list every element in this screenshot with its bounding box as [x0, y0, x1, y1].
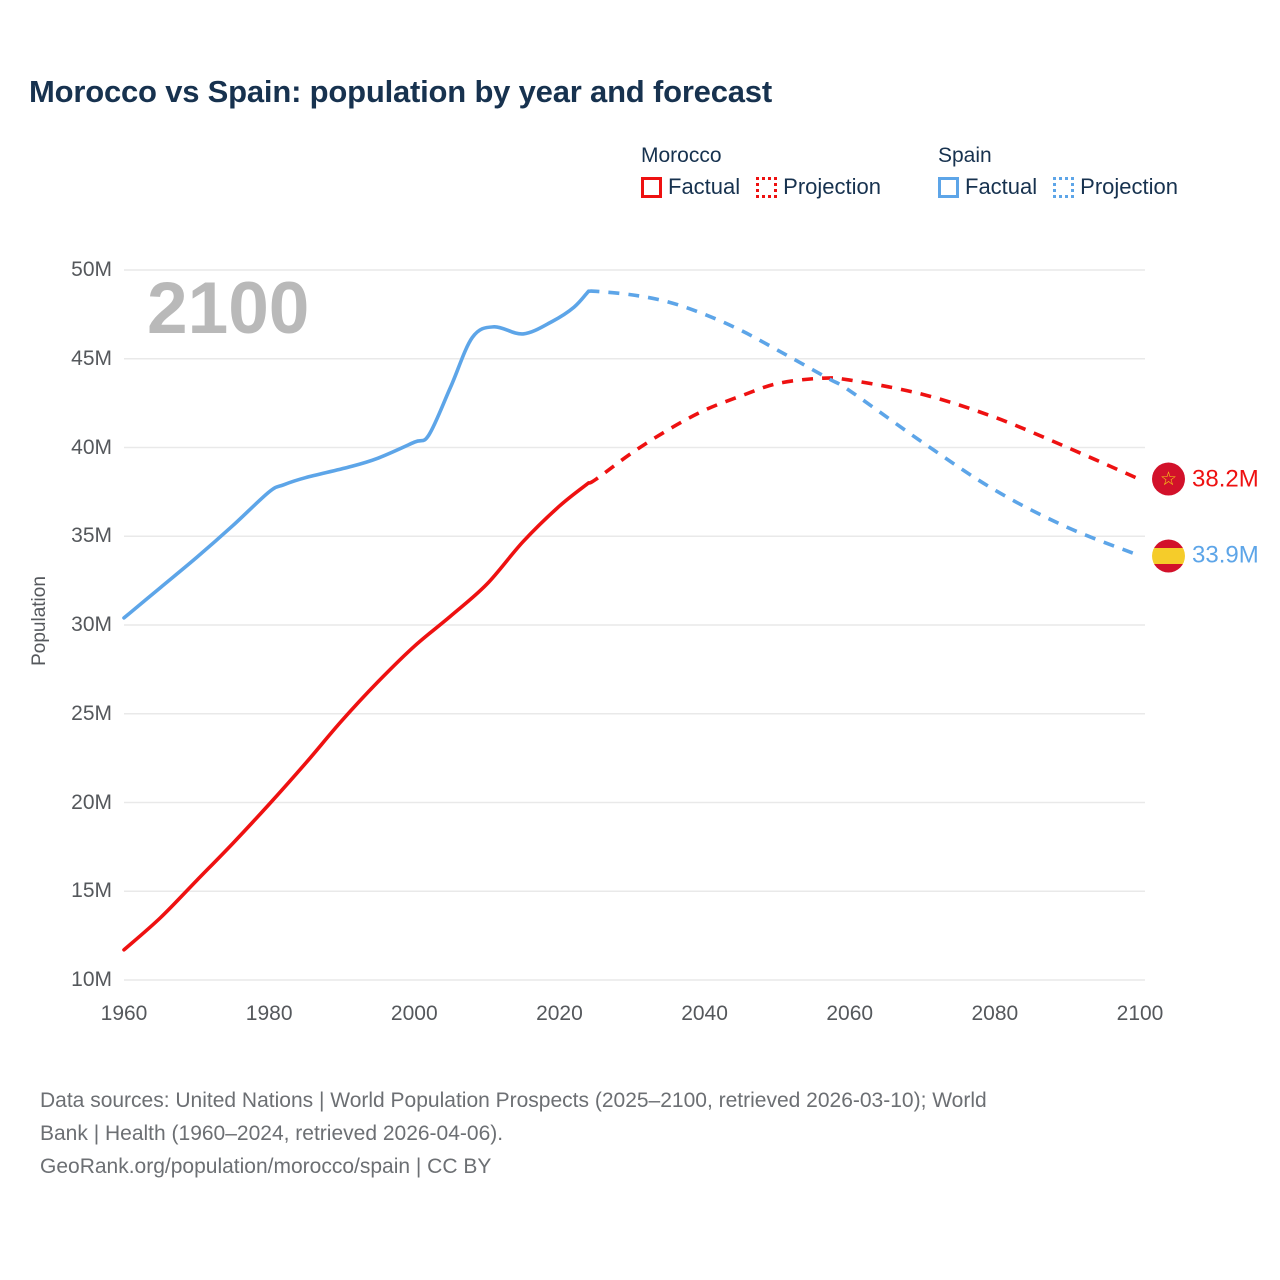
legend-label-spain-factual: Factual — [965, 174, 1038, 199]
legend-label-morocco-factual: Factual — [668, 174, 741, 199]
legend-label-morocco-projection: Projection — [783, 174, 881, 199]
footer-attribution[interactable]: GeoRank.org/population/morocco/spain | C… — [40, 1155, 492, 1178]
legend-swatch-dotted-icon — [756, 176, 778, 198]
legend-group-morocco: Morocco Factual Projection — [641, 144, 881, 199]
legend-label-spain-projection: Projection — [1080, 174, 1178, 199]
chart-canvas — [122, 269, 1145, 981]
legend-entries-morocco: Factual Projection — [641, 175, 881, 199]
y-tick-label: 10M — [71, 968, 112, 991]
x-tick-label: 1980 — [245, 1002, 293, 1025]
series-line-projection-morocco — [587, 376, 1141, 485]
legend-item-spain-factual[interactable]: Factual — [938, 175, 1037, 199]
footer-sources-line-2: Bank | Health (1960–2024, retrieved 2026… — [40, 1122, 504, 1145]
y-tick-label: 40M — [71, 435, 112, 459]
star-icon: ☆ — [1159, 468, 1178, 490]
x-tick-label: 2060 — [826, 1002, 874, 1025]
end-marker-value: 38.2M — [1192, 465, 1259, 493]
legend-item-morocco-projection[interactable]: Projection — [756, 175, 881, 199]
series-line-factual-morocco — [122, 481, 591, 952]
y-tick-label: 25M — [71, 701, 112, 725]
chart-plot-area: 2100 Population 10M 15M 20M 25M 30M 35M 40M 45M… — [29, 258, 1259, 1025]
end-marker-morocco: ☆ 38.2M — [1152, 462, 1259, 496]
series-line-projection-spain — [588, 289, 1141, 558]
year-watermark: 2100 — [147, 268, 310, 349]
x-tick-label: 1960 — [100, 1002, 148, 1025]
y-tick-label: 20M — [71, 790, 112, 814]
legend-item-spain-projection[interactable]: Projection — [1053, 175, 1178, 199]
legend-swatch-solid-icon — [641, 176, 662, 198]
y-tick-label: 45M — [71, 346, 112, 370]
y-tick-label: 15M — [71, 879, 112, 903]
x-tick-label: 2020 — [536, 1002, 583, 1025]
y-tick-label: 50M — [71, 258, 112, 281]
chart-footer: Data sources: United Nations | World Pop… — [40, 1084, 1240, 1183]
gridlines — [124, 269, 1145, 981]
page-title: Morocco vs Spain: population by year and… — [29, 74, 772, 109]
chart-legend: Morocco Factual Projection Spain Factual… — [641, 144, 1178, 199]
x-tick-label: 2040 — [681, 1002, 728, 1025]
legend-swatch-dotted-icon — [1053, 176, 1075, 198]
legend-group-title-morocco: Morocco — [641, 144, 722, 167]
legend-group-spain: Spain Factual Projection — [938, 144, 1178, 199]
legend-swatch-solid-icon — [938, 176, 959, 198]
series-line-factual-spain — [122, 289, 591, 620]
legend-group-title-spain: Spain — [938, 144, 992, 167]
spain-flag-icon — [1152, 539, 1185, 573]
y-tick-label: 30M — [71, 613, 112, 636]
x-tick-label: 2100 — [1116, 1002, 1164, 1025]
legend-item-morocco-factual[interactable]: Factual — [641, 175, 740, 199]
morocco-flag-icon: ☆ — [1152, 462, 1185, 496]
series-lines — [122, 289, 1141, 952]
x-tick-label: 2080 — [971, 1002, 1019, 1025]
legend-entries-spain: Factual Projection — [938, 175, 1178, 199]
footer-sources-line-1: Data sources: United Nations | World Pop… — [40, 1089, 987, 1112]
x-tick-label: 2000 — [390, 1002, 438, 1025]
y-tick-label: 35M — [71, 524, 112, 548]
end-marker-value: 33.9M — [1192, 541, 1259, 569]
end-marker-spain: 33.9M — [1152, 539, 1259, 573]
